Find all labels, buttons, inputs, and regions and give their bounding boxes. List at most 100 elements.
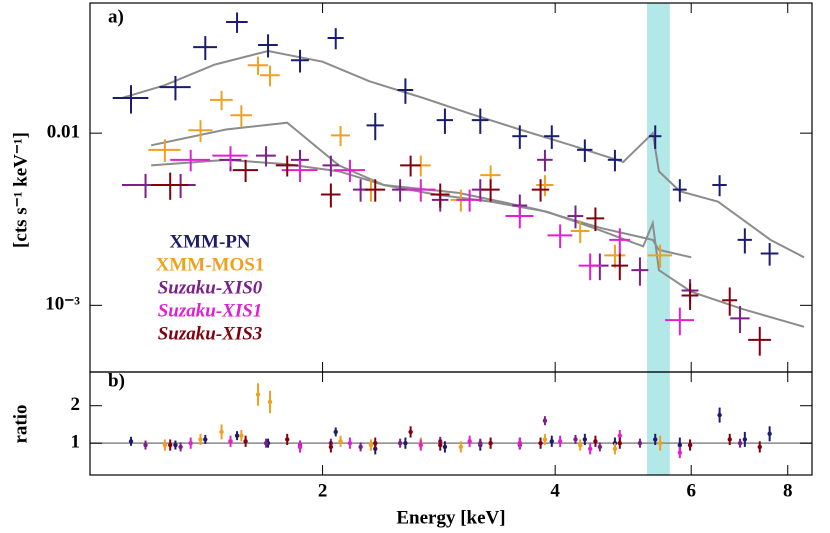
x-tick-label: 2: [318, 480, 328, 501]
ratio-point: [657, 440, 663, 446]
ratio-point: [727, 437, 732, 442]
data-point: [320, 183, 341, 208]
data-point: [547, 224, 573, 249]
data-point: [397, 78, 414, 104]
ratio-point: [219, 429, 224, 435]
ratio-point: [742, 437, 748, 442]
ratio-point: [285, 437, 290, 442]
y-tick-label: 0.01: [47, 122, 80, 143]
x-axis-label: Energy [keV]: [396, 507, 505, 528]
ratio-point: [234, 433, 240, 438]
data-point: [578, 253, 602, 281]
ratio-point: [578, 442, 583, 448]
ratio-point: [368, 442, 374, 448]
data-point: [647, 244, 673, 268]
ratio-point: [687, 442, 693, 448]
legend-entry: Suzaku-XIS3: [158, 323, 263, 344]
ratio-point: [677, 450, 683, 455]
data-point: [590, 253, 609, 281]
data-point: [366, 112, 384, 141]
data-point: [512, 125, 528, 149]
x-tick-label: 8: [783, 480, 793, 501]
x-tick-label: 6: [686, 480, 696, 501]
data-point: [722, 287, 738, 316]
legend-entry: XMM-MOS1: [156, 254, 265, 275]
data-point: [505, 205, 534, 229]
data-point: [322, 155, 339, 177]
data-point: [365, 179, 386, 202]
data-point: [436, 108, 453, 134]
data-point: [430, 183, 450, 208]
x-tick-label: 4: [550, 480, 560, 501]
data-point: [631, 257, 649, 286]
ratio-point: [542, 418, 548, 423]
data-point: [611, 253, 629, 281]
ratio-point: [167, 442, 173, 448]
ratio-point: [397, 440, 403, 446]
data-point: [570, 220, 590, 244]
data-point: [456, 189, 483, 212]
panel-label: a): [108, 6, 124, 27]
data-point: [260, 65, 280, 87]
data-point: [275, 155, 299, 177]
ratio-point: [637, 440, 643, 446]
ratio-point: [557, 439, 563, 444]
y-tick-label: 1: [71, 432, 81, 453]
ratio-point: [358, 444, 363, 450]
ratio-point: [128, 439, 134, 444]
highlight-band: [647, 3, 670, 475]
y-tick-label: 2: [71, 394, 81, 415]
ratio-point: [338, 439, 343, 444]
ratio-point: [228, 439, 233, 444]
ratio-point: [442, 444, 448, 450]
y-axis-label: [cts s⁻¹ keV⁻¹]: [10, 132, 31, 248]
ratio-point: [478, 440, 483, 446]
data-point: [247, 56, 269, 75]
ratio-point: [143, 442, 148, 448]
data-point: [481, 179, 500, 202]
ratio-point: [333, 429, 338, 435]
data-point: [737, 228, 752, 254]
model-line: [151, 158, 805, 328]
ratio-point: [403, 440, 408, 446]
data-point: [648, 125, 662, 149]
data-point: [604, 244, 626, 268]
ratio-point: [408, 429, 413, 435]
legend-entry: XMM-PN: [169, 231, 251, 252]
ratio-point: [243, 439, 248, 444]
data-point: [544, 125, 560, 149]
data-point: [712, 175, 727, 197]
ratio-point: [549, 439, 554, 444]
data-point: [672, 179, 687, 202]
data-point: [405, 179, 436, 202]
ratio-point: [178, 444, 183, 450]
plot-frame: [89, 371, 813, 476]
data-point: [471, 108, 489, 134]
data-point: [188, 120, 213, 142]
ratio-point: [239, 433, 244, 438]
ratio-point: [267, 399, 273, 405]
data-point: [258, 34, 278, 58]
panel-label: b): [108, 370, 125, 391]
data-point: [159, 75, 191, 101]
ratio-point: [597, 444, 603, 450]
data-point: [148, 139, 181, 162]
data-point: [577, 139, 593, 162]
ratio-point: [538, 440, 543, 446]
ratio-point: [617, 433, 623, 438]
data-point: [609, 228, 631, 254]
ratio-point: [582, 437, 588, 442]
data-point: [586, 207, 605, 232]
data-point: [730, 306, 750, 334]
ratio-point: [347, 440, 353, 446]
ratio-point: [467, 439, 472, 444]
data-point: [607, 149, 622, 172]
legend-entry: Suzaku-XIS0: [158, 277, 263, 298]
ratio-point: [717, 412, 722, 418]
ratio-point: [198, 437, 203, 442]
ratio-point: [173, 442, 178, 448]
ratio-point: [757, 444, 762, 450]
ratio-point: [593, 439, 598, 444]
ratio-point: [573, 437, 578, 442]
